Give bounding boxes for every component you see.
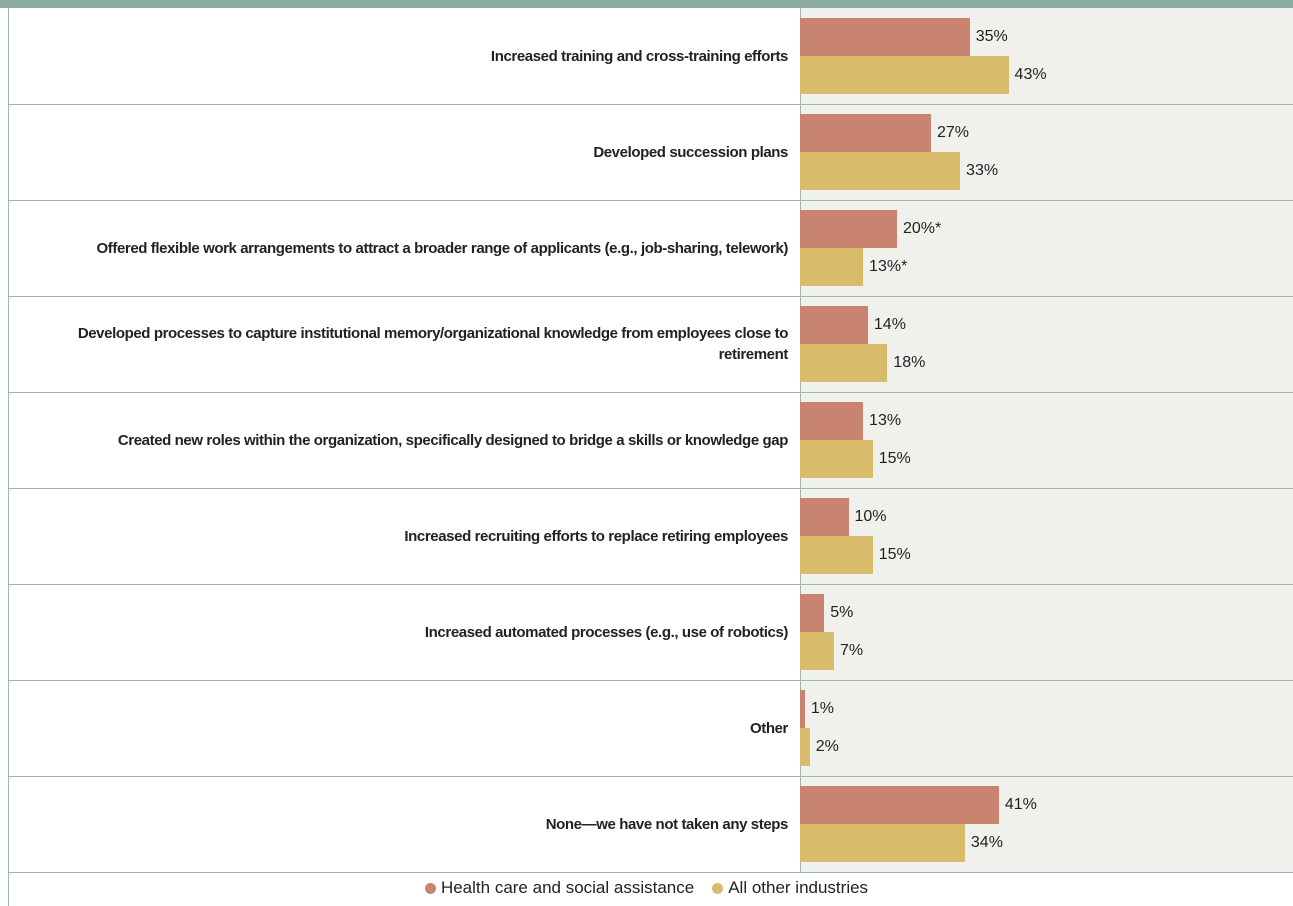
bar: [800, 210, 897, 248]
row-separator: [8, 584, 1293, 585]
row-separator: [8, 776, 1293, 777]
value-label: 2%: [815, 738, 839, 755]
bar: [800, 690, 805, 728]
bar: [800, 440, 873, 478]
bar: [800, 824, 965, 862]
bar: [800, 632, 834, 670]
value-label: 35%: [975, 28, 1008, 45]
value-label: 15%: [878, 450, 911, 467]
value-label: 20%*: [903, 220, 942, 237]
legend-item: Health care and social assistance: [424, 878, 695, 898]
category-label: Developed succession plans: [593, 143, 788, 161]
category-label: Increased training and cross-training ef…: [490, 47, 788, 65]
bar: [800, 248, 864, 286]
value-label: 1%: [810, 700, 834, 717]
row-separator: [8, 488, 1293, 489]
value-label: 15%: [878, 546, 911, 563]
row-separator: [8, 200, 1293, 201]
legend-swatch: [424, 882, 436, 894]
left-border: [8, 8, 9, 906]
value-label: 18%: [893, 354, 926, 371]
category-label: None—we have not taken any steps: [545, 815, 789, 833]
category-label: Created new roles within the organizatio…: [117, 431, 789, 449]
value-label: 33%: [966, 162, 999, 179]
value-label: 41%: [1004, 796, 1037, 813]
category-label: Increased automated processes (e.g., use…: [424, 623, 788, 641]
value-label: 10%: [854, 508, 887, 525]
value-label: 14%: [873, 316, 906, 333]
row-separator: [8, 680, 1293, 681]
row-separator: [8, 296, 1293, 297]
value-label: 5%: [830, 604, 854, 621]
bar: [800, 536, 873, 574]
bar: [800, 728, 810, 766]
row-separator: [8, 872, 1293, 873]
header-band: [0, 0, 1293, 8]
legend: Health care and social assistance All oth…: [0, 878, 1293, 898]
bar: [800, 786, 999, 824]
value-label: 13%*: [869, 258, 908, 275]
bar: [800, 306, 868, 344]
bar: [800, 56, 1009, 94]
value-label: 7%: [839, 642, 864, 659]
legend-item: All other industries: [712, 878, 868, 898]
category-label: Other: [749, 719, 788, 737]
category-label: Increased recruiting efforts to replace …: [404, 527, 788, 545]
legend-swatch: [712, 882, 724, 894]
row-separator: [8, 104, 1293, 105]
bar: [800, 344, 888, 382]
legend-label: Health care and social assistance: [440, 878, 695, 897]
legend-label: All other industries: [728, 878, 869, 897]
category-label: Offered flexible work arrangements to at…: [96, 239, 789, 257]
bar: [800, 18, 970, 56]
bar: [800, 498, 849, 536]
row-separator: [8, 392, 1293, 393]
category-label: Developed processes to capture instituti…: [77, 325, 789, 363]
value-label: 43%: [1014, 66, 1047, 83]
value-label: 13%: [869, 412, 902, 429]
bar: [800, 152, 961, 190]
bar: [800, 402, 864, 440]
bar: [800, 114, 931, 152]
value-label: 34%: [970, 834, 1003, 851]
value-label: 27%: [936, 124, 969, 141]
bar: [800, 594, 825, 632]
